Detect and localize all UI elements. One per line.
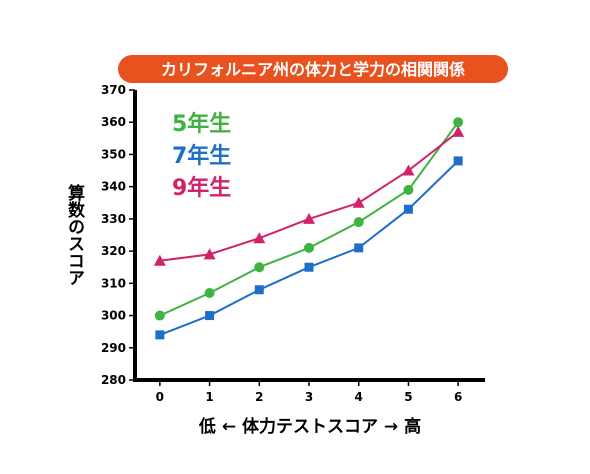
point-s1-1 <box>204 288 215 298</box>
x-tick-label-1: 1 <box>205 390 213 404</box>
point-s1-5 <box>403 184 414 195</box>
point-s3-3 <box>303 212 315 224</box>
legend-entry-3: 9年生 <box>172 175 231 201</box>
point-s3-5 <box>402 164 415 176</box>
legend-entry-2: 7年生 <box>172 143 231 169</box>
series-layer <box>153 117 465 340</box>
point-s2-2 <box>254 285 264 295</box>
y-ticks: 280 290 300 310 320 330 340 350 360 370 <box>101 83 135 387</box>
y-tick-label-370: 370 <box>101 83 126 97</box>
series-2 <box>155 156 463 340</box>
y-tick-label-290: 290 <box>101 341 126 355</box>
chart-title: カリフォルニア州の体力と学力の相関関係 <box>161 60 465 79</box>
x-tick-label-3: 3 <box>305 390 313 404</box>
y-axis-title: 算数のスコア <box>64 183 86 286</box>
point-s1-0 <box>154 310 165 321</box>
point-s1-2 <box>254 262 265 273</box>
x-tick-label-4: 4 <box>355 390 363 404</box>
series-3 <box>153 125 465 266</box>
point-s1-3 <box>304 242 314 253</box>
title-background <box>118 55 508 83</box>
point-s3-6 <box>452 125 465 137</box>
x-tick-label-5: 5 <box>404 390 412 404</box>
y-tick-label-330: 330 <box>101 212 126 226</box>
point-s2-3 <box>304 262 314 272</box>
point-s1-6 <box>453 117 464 128</box>
y-tick-label-320: 320 <box>101 244 126 258</box>
series-1 <box>154 117 464 321</box>
legend-entry-1: 5年生 <box>172 111 231 137</box>
point-s2-4 <box>354 243 364 253</box>
legend: 5年生 7年生 9年生 <box>172 111 231 201</box>
chart-title-banner: カリフォルニア州の体力と学力の相関関係 <box>118 55 508 83</box>
point-s2-6 <box>453 156 463 166</box>
y-tick-label-300: 300 <box>101 309 126 323</box>
x-ticks: 0 1 2 3 4 5 6 <box>156 380 462 404</box>
x-tick-label-2: 2 <box>255 390 263 404</box>
y-tick-label-360: 360 <box>101 115 126 129</box>
y-tick-label-280: 280 <box>101 373 126 387</box>
point-s2-0 <box>155 330 165 340</box>
x-tick-label-6: 6 <box>454 390 462 404</box>
y-tick-label-340: 340 <box>101 180 126 194</box>
x-axis-title: 低 ← 体力テストスコア → 高 <box>198 416 421 437</box>
y-tick-label-310: 310 <box>101 276 126 290</box>
point-s3-1 <box>203 248 216 260</box>
point-s1-4 <box>353 217 364 228</box>
point-s3-4 <box>352 196 365 208</box>
y-tick-label-350: 350 <box>101 147 126 161</box>
x-tick-label-0: 0 <box>156 390 164 404</box>
point-s2-1 <box>205 311 215 321</box>
point-s2-5 <box>403 204 413 214</box>
point-s3-2 <box>253 232 266 244</box>
point-s3-0 <box>153 254 166 266</box>
